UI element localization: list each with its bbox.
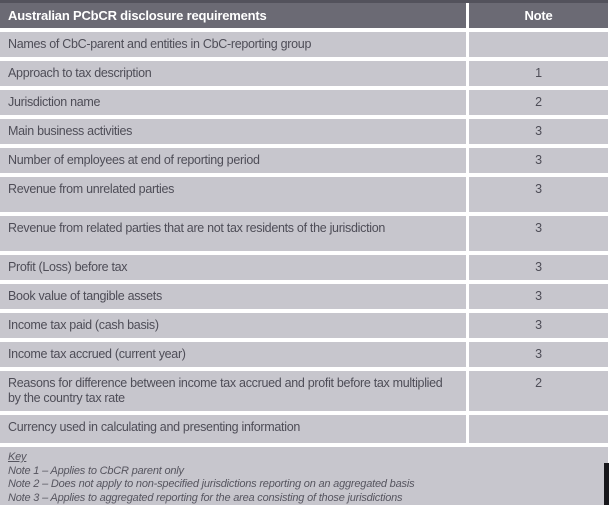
column-divider (466, 177, 469, 212)
column-divider (466, 371, 469, 411)
table-row: Profit (Loss) before tax 3 (0, 255, 608, 280)
note-value: 3 (469, 119, 608, 144)
table-key: Key Note 1 – Applies to CbCR parent only… (0, 447, 608, 505)
requirement-label: Reasons for difference between income ta… (0, 371, 466, 411)
requirement-label: Book value of tangible assets (0, 284, 466, 309)
table-header-row: Australian PCbCR disclosure requirements… (0, 3, 608, 28)
table-row: Names of CbC-parent and entities in CbC-… (0, 32, 608, 57)
note-value: 3 (469, 342, 608, 367)
table-row: Currency used in calculating and present… (0, 415, 608, 443)
note-column-header: Note (469, 3, 608, 28)
requirement-label: Income tax accrued (current year) (0, 342, 466, 367)
requirement-label: Profit (Loss) before tax (0, 255, 466, 280)
note-value: 3 (469, 284, 608, 309)
column-divider (466, 32, 469, 57)
table-row: Book value of tangible assets 3 (0, 284, 608, 309)
note-value: 2 (469, 371, 608, 411)
requirement-label: Revenue from related parties that are no… (0, 216, 466, 251)
note-value: 3 (469, 177, 608, 212)
requirement-label: Names of CbC-parent and entities in CbC-… (0, 32, 466, 57)
column-divider (466, 90, 469, 115)
requirement-label: Jurisdiction name (0, 90, 466, 115)
column-divider (466, 415, 469, 443)
note-value: 3 (469, 148, 608, 173)
note-value (469, 32, 608, 57)
requirement-label: Number of employees at end of reporting … (0, 148, 466, 173)
table-row: Revenue from related parties that are no… (0, 216, 608, 251)
table-row: Reasons for difference between income ta… (0, 371, 608, 411)
note-value: 3 (469, 216, 608, 251)
column-divider (466, 3, 469, 28)
table-row: Income tax paid (cash basis) 3 (0, 313, 608, 338)
column-divider (466, 284, 469, 309)
note-value: 3 (469, 313, 608, 338)
key-title: Key (8, 451, 27, 463)
requirement-label: Revenue from unrelated parties (0, 177, 466, 212)
key-note-2: Note 2 – Does not apply to non-specified… (8, 478, 415, 490)
note-value: 1 (469, 61, 608, 86)
table-row: Number of employees at end of reporting … (0, 148, 608, 173)
table-row: Income tax accrued (current year) 3 (0, 342, 608, 367)
column-divider (466, 216, 469, 251)
screen-edge-artifact (604, 463, 609, 505)
column-divider (466, 61, 469, 86)
note-value: 2 (469, 90, 608, 115)
column-divider (466, 313, 469, 338)
column-divider (466, 148, 469, 173)
requirement-label: Currency used in calculating and present… (0, 415, 466, 443)
table-row: Main business activities 3 (0, 119, 608, 144)
requirement-label: Approach to tax description (0, 61, 466, 86)
requirement-label: Main business activities (0, 119, 466, 144)
key-note-3: Note 3 – Applies to aggregated reporting… (8, 491, 403, 504)
table-top-border (0, 0, 608, 3)
column-divider (466, 342, 469, 367)
requirement-label: Income tax paid (cash basis) (0, 313, 466, 338)
table-row: Revenue from unrelated parties 3 (0, 177, 608, 212)
table-row: Jurisdiction name 2 (0, 90, 608, 115)
note-value: 3 (469, 255, 608, 280)
note-value (469, 415, 608, 443)
table-title: Australian PCbCR disclosure requirements (0, 3, 466, 28)
column-divider (466, 119, 469, 144)
key-note-1: Note 1 – Applies to CbCR parent only (8, 464, 184, 477)
table-row: Approach to tax description 1 (0, 61, 608, 86)
column-divider (466, 255, 469, 280)
